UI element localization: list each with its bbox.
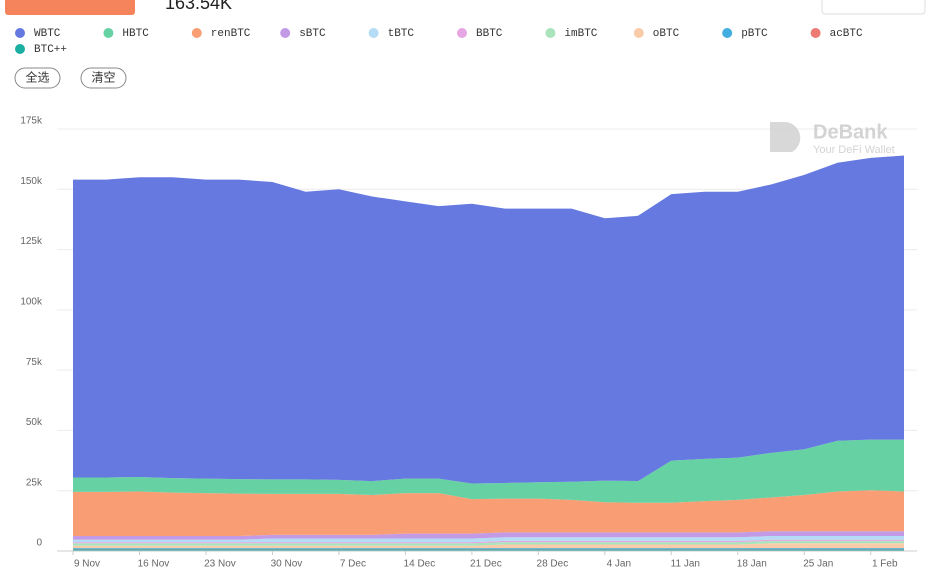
x-tick-label: 25 Jan xyxy=(803,559,833,568)
clear-button[interactable] xyxy=(80,67,127,89)
area xyxy=(73,540,904,546)
legend-label[interactable]: sBTC xyxy=(299,28,326,40)
legend-swatch[interactable] xyxy=(15,44,25,54)
legend-item[interactable]: imBTC xyxy=(545,28,598,40)
x-tick-label: 23 Nov xyxy=(204,559,236,568)
y-tick-label: 50k xyxy=(26,417,43,428)
legend-swatch[interactable] xyxy=(722,28,733,38)
legend-swatch[interactable] xyxy=(15,28,25,38)
watermark-brand: DeBank xyxy=(813,121,888,143)
legend-swatch[interactable] xyxy=(545,28,556,38)
legend-item[interactable]: oBTC xyxy=(633,28,680,40)
legend-label[interactable]: BBTC xyxy=(476,28,503,40)
legend-label[interactable]: tBTC xyxy=(388,28,415,40)
select-all-button[interactable] xyxy=(14,67,61,89)
plot: 0 25k 50k 75k 100k 125k 150k 175k 9 Nov 16 Nov 23 … xyxy=(20,116,917,568)
legend-swatch[interactable] xyxy=(280,28,291,38)
area xyxy=(73,548,904,550)
legend-swatch[interactable] xyxy=(103,28,114,38)
legend-item[interactable]: sBTC xyxy=(280,28,326,40)
legend-item[interactable]: tBTC xyxy=(368,28,415,40)
legend-swatch[interactable] xyxy=(457,28,467,38)
x-tick-label: 4 Jan xyxy=(607,559,631,568)
legend-label[interactable]: oBTC xyxy=(653,28,680,40)
legend-label[interactable]: renBTC xyxy=(211,28,251,40)
y-tick-label: 100k xyxy=(20,296,43,307)
legend-label[interactable]: pBTC xyxy=(741,28,768,40)
x-tick-label: 11 Jan xyxy=(671,559,700,568)
x-tick-label: 18 Jan xyxy=(737,559,767,568)
metric-button[interactable] xyxy=(5,0,135,15)
legend-item[interactable]: BTC++ xyxy=(15,44,67,56)
clear-label[interactable]: 清空 xyxy=(91,71,115,85)
legend-item[interactable]: acBTC xyxy=(810,28,863,40)
x-tick-label: 21 Dec xyxy=(470,559,502,568)
watermark-logo xyxy=(770,121,801,152)
area xyxy=(73,439,904,503)
legend-swatch[interactable] xyxy=(368,28,379,38)
x-tick-label: 1 Feb xyxy=(872,559,898,568)
watermark-tagline: Your DeFi Wallet xyxy=(813,144,895,156)
y-tick-label: 125k xyxy=(20,236,43,247)
legend-swatch[interactable] xyxy=(191,28,202,38)
legend-item[interactable]: WBTC xyxy=(15,28,61,40)
x-tick-label: 9 Nov xyxy=(74,559,100,568)
legend-label[interactable]: BTC++ xyxy=(34,44,67,56)
x-tick-label: 7 Dec xyxy=(340,559,366,568)
legend-label[interactable]: imBTC xyxy=(564,28,597,40)
total-value: 163.54K xyxy=(165,0,232,13)
y-tick-label: 25k xyxy=(26,477,43,488)
legend-item[interactable]: renBTC xyxy=(191,28,251,40)
x-tick-label: 28 Dec xyxy=(537,559,569,568)
area xyxy=(73,155,904,484)
select-all-label[interactable]: 全选 xyxy=(25,70,49,85)
legend-swatch[interactable] xyxy=(810,28,821,38)
legend-item[interactable]: pBTC xyxy=(722,28,768,40)
legend-swatch[interactable] xyxy=(633,28,644,38)
area xyxy=(73,490,904,537)
y-tick-label: 175k xyxy=(20,116,43,127)
x-tick-label: 16 Nov xyxy=(138,559,170,568)
area xyxy=(73,531,904,540)
y-tick-label: 0 xyxy=(36,538,42,549)
range-select[interactable] xyxy=(821,0,926,15)
legend-item[interactable]: BBTC xyxy=(457,28,503,40)
legend-item[interactable]: HBTC xyxy=(103,28,149,40)
legend-label[interactable]: acBTC xyxy=(830,28,863,40)
y-tick-label: 75k xyxy=(26,357,43,368)
y-tick-label: 150k xyxy=(20,176,43,187)
legend-label[interactable]: WBTC xyxy=(34,28,61,40)
legend-label[interactable]: HBTC xyxy=(122,28,149,40)
watermark: DeBank Your DeFi Wallet xyxy=(770,121,895,156)
x-tick-label: 30 Nov xyxy=(271,559,303,568)
area xyxy=(73,536,904,543)
x-tick-label: 14 Dec xyxy=(404,559,436,568)
